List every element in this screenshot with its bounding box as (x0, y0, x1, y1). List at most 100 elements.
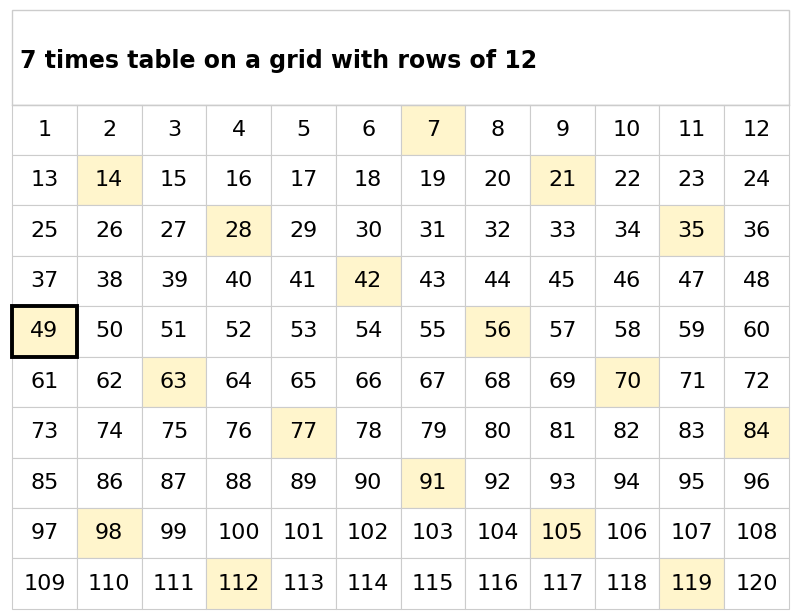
Bar (724, 105, 789, 155)
Text: 30: 30 (354, 221, 382, 240)
Bar (400, 205, 465, 256)
Text: 50: 50 (95, 322, 123, 341)
Bar (400, 508, 465, 558)
Text: 85: 85 (30, 473, 58, 493)
Text: 84: 84 (743, 423, 771, 442)
Bar (207, 256, 271, 306)
Text: 19: 19 (419, 170, 447, 190)
Text: 105: 105 (541, 523, 584, 543)
Bar (12, 306, 77, 357)
Text: 61: 61 (30, 372, 58, 392)
Bar (12, 508, 77, 558)
Bar (465, 458, 530, 508)
Text: 70: 70 (613, 372, 642, 392)
Bar (142, 407, 207, 458)
Text: 64: 64 (224, 372, 253, 392)
Text: 41: 41 (289, 271, 317, 291)
Text: 14: 14 (95, 170, 123, 190)
Text: 90: 90 (354, 473, 382, 493)
Bar (724, 508, 789, 558)
Bar (724, 357, 789, 407)
Bar (336, 407, 400, 458)
Bar (77, 105, 142, 155)
Text: 25: 25 (30, 221, 58, 240)
Bar (465, 105, 530, 155)
Text: 80: 80 (484, 423, 512, 442)
Text: 76: 76 (224, 423, 253, 442)
Bar (12, 256, 77, 306)
Bar (336, 508, 400, 558)
Text: 117: 117 (541, 574, 584, 593)
Text: 82: 82 (613, 423, 642, 442)
Bar (724, 407, 789, 458)
Text: 54: 54 (354, 322, 382, 341)
Bar (530, 458, 594, 508)
Text: 20: 20 (484, 170, 512, 190)
Bar (594, 558, 659, 609)
Bar (400, 306, 465, 357)
Bar (530, 558, 594, 609)
Bar (530, 357, 594, 407)
Bar (594, 458, 659, 508)
Bar (12, 155, 77, 205)
Bar (12, 558, 77, 609)
Bar (77, 558, 142, 609)
Bar (12, 205, 77, 256)
Bar (530, 205, 594, 256)
Bar (336, 458, 400, 508)
Bar (659, 105, 724, 155)
Bar (207, 458, 271, 508)
Bar (465, 558, 530, 609)
Bar (400, 558, 465, 609)
Bar (77, 458, 142, 508)
Bar (336, 558, 400, 609)
Bar (142, 105, 207, 155)
Bar (336, 155, 400, 205)
Text: 26: 26 (95, 221, 123, 240)
Bar (77, 508, 142, 558)
Text: 107: 107 (670, 523, 713, 543)
Bar (594, 256, 659, 306)
Bar (271, 407, 336, 458)
Bar (12, 458, 77, 508)
Bar (465, 306, 530, 357)
Text: 38: 38 (95, 271, 123, 291)
Text: 43: 43 (419, 271, 447, 291)
Bar (530, 407, 594, 458)
Text: 103: 103 (412, 523, 454, 543)
Text: 49: 49 (30, 322, 58, 341)
Bar (594, 205, 659, 256)
Text: 88: 88 (224, 473, 253, 493)
Bar (207, 357, 271, 407)
Text: 67: 67 (419, 372, 447, 392)
Bar (77, 306, 142, 357)
Text: 65: 65 (289, 372, 317, 392)
Bar (271, 458, 336, 508)
Text: 91: 91 (419, 473, 447, 493)
Text: 33: 33 (548, 221, 577, 240)
Bar (465, 357, 530, 407)
Text: 52: 52 (224, 322, 253, 341)
Text: 6: 6 (361, 120, 375, 140)
Text: 73: 73 (30, 423, 58, 442)
Bar (271, 508, 336, 558)
Bar (659, 458, 724, 508)
Text: 106: 106 (606, 523, 648, 543)
Bar (77, 155, 142, 205)
Bar (142, 558, 207, 609)
Bar (594, 306, 659, 357)
Bar (12, 407, 77, 458)
Bar (142, 155, 207, 205)
Bar (400, 458, 465, 508)
Bar (271, 357, 336, 407)
Bar (659, 407, 724, 458)
Text: 34: 34 (613, 221, 642, 240)
Text: 114: 114 (347, 574, 389, 593)
Bar (724, 458, 789, 508)
Text: 81: 81 (548, 423, 577, 442)
Text: 79: 79 (419, 423, 447, 442)
Bar (271, 155, 336, 205)
Text: 69: 69 (548, 372, 577, 392)
Text: 66: 66 (354, 372, 382, 392)
Bar (400, 357, 465, 407)
